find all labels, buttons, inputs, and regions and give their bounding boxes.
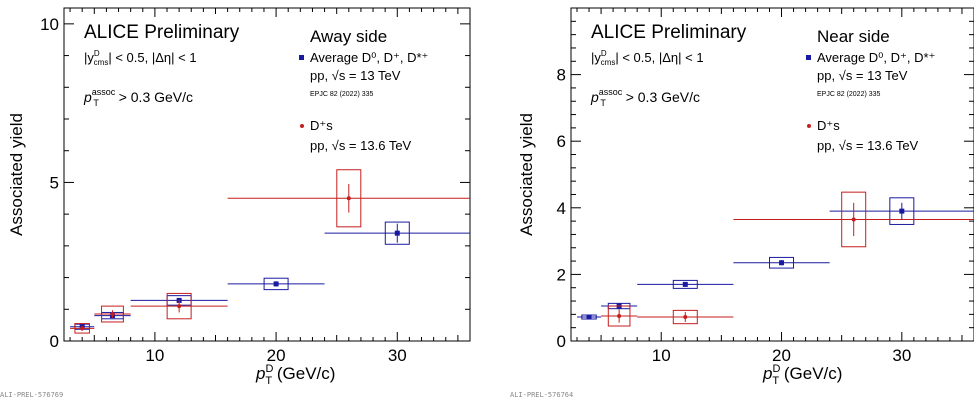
syst-box (101, 305, 124, 323)
legend-entry-reference: EPJC 82 (2022) 335 (817, 91, 881, 98)
series-average-d (577, 197, 974, 320)
x-tick-label: 30 (892, 346, 911, 365)
syst-box (607, 305, 631, 327)
data-point (94, 305, 131, 323)
marker-square (899, 208, 905, 214)
marker-circle (177, 304, 182, 309)
marker-square (586, 314, 592, 320)
chart-title: ALICE Preliminary (591, 22, 747, 43)
x-tick-label: 20 (772, 346, 791, 365)
y-axis-label: Associated yield (7, 113, 26, 236)
syst-box (672, 279, 698, 289)
legend-entry-average: Average D⁰, D⁺, D*⁺ (817, 50, 935, 65)
data-point (70, 323, 95, 334)
legend-entry-average: Average D⁰, D⁺, D*⁺ (310, 50, 428, 65)
series-average-d (70, 221, 470, 330)
legend-entry-ds-energy: pp, √s = 13.6 TeV (817, 138, 919, 153)
panel-label: Away side (310, 27, 387, 46)
marker-square (394, 230, 400, 236)
marker-circle (851, 217, 856, 222)
series-ds (70, 169, 470, 334)
legend-marker-square (299, 55, 304, 60)
y-tick-label: 5 (50, 173, 59, 192)
legend-entry-average-energy: pp, √s = 13 TeV (817, 68, 908, 83)
y-axis-label: Associated yield (517, 113, 536, 236)
data-point (227, 277, 325, 291)
syst-box (384, 221, 410, 245)
data-point (637, 309, 734, 325)
syst-box (74, 323, 90, 334)
legend-entry-ds: D⁺s (310, 118, 333, 133)
syst-box (672, 309, 698, 325)
legend-entry-average-energy: pp, √s = 13 TeV (310, 68, 401, 83)
marker-square (273, 281, 279, 287)
plot-frame (570, 7, 974, 342)
y-tick-label: 6 (557, 132, 566, 151)
y-tick-label: 0 (50, 332, 59, 351)
legend-entry-ds-energy: pp, √s = 13.6 TeV (310, 138, 412, 153)
y-tick-label: 4 (557, 199, 566, 218)
chart-title: ALICE Preliminary (84, 22, 240, 43)
pt-assoc-cut: passoc T > 0.3 GeV/c (590, 87, 700, 108)
y-tick-label: 0 (557, 332, 566, 351)
x-tick-label: 30 (388, 346, 407, 365)
syst-box (166, 292, 192, 320)
data-point (130, 292, 228, 320)
y-tick-label: 10 (40, 15, 59, 34)
marker-square (682, 281, 688, 287)
x-tick-label: 20 (267, 346, 286, 365)
preliminary-id: ALI-PREL-576764 (510, 391, 573, 399)
syst-box (889, 197, 915, 225)
legend-marker-circle (300, 124, 304, 128)
legend: Average D⁰, D⁺, D*⁺ pp, √s = 13 TeV EPJC 8… (806, 50, 935, 153)
panel-away-side: 10 20 30 0 5 10 Associated yield pD T (GeV/c) ALI… (0, 7, 471, 399)
x-axis-label: pD T (GeV/c) (762, 363, 842, 387)
marker-circle (683, 315, 688, 320)
pt-assoc-cut: passoc T > 0.3 GeV/c (83, 87, 193, 108)
data-point (637, 279, 734, 289)
syst-box (336, 169, 362, 228)
marker-circle (110, 312, 115, 317)
marker-circle (617, 314, 622, 319)
data-point (577, 314, 602, 320)
legend-entry-ds: D⁺s (817, 118, 840, 133)
panel-near-side: 10 20 30 0 2 4 6 8 Associated yield pD T (GeV/c) AL… (510, 7, 974, 399)
preliminary-id: ALI-PREL-576769 (0, 391, 63, 399)
legend: Average D⁰, D⁺, D*⁺ pp, √s = 13 TeV EPJC 8… (299, 50, 428, 153)
data-point (733, 191, 974, 248)
legend-marker-square (806, 55, 811, 60)
y-tick-label: 8 (557, 66, 566, 85)
data-point (829, 197, 974, 225)
rapidity-cut: |yD cms| < 0.5, |Δη| < 1 (591, 49, 704, 67)
data-point (733, 256, 830, 269)
y-tick-label: 2 (557, 265, 566, 284)
legend-entry-reference: EPJC 82 (2022) 335 (310, 91, 374, 98)
syst-box (263, 277, 289, 291)
x-axis-label: pD T (GeV/c) (255, 363, 335, 387)
series-ds (601, 191, 974, 327)
syst-box (841, 191, 867, 248)
syst-box (769, 256, 795, 269)
data-point (227, 169, 470, 228)
plot-frame (63, 7, 471, 342)
panel-label: Near side (817, 27, 890, 46)
rapidity-cut: |yD cms| < 0.5, |Δη| < 1 (84, 49, 197, 67)
legend-marker-circle (807, 124, 811, 128)
data-point (324, 221, 470, 245)
x-tick-label: 10 (652, 346, 671, 365)
x-tick-label: 10 (145, 346, 164, 365)
marker-circle (80, 326, 85, 331)
marker-square (779, 260, 785, 266)
data-point (601, 305, 638, 327)
marker-circle (346, 196, 351, 201)
